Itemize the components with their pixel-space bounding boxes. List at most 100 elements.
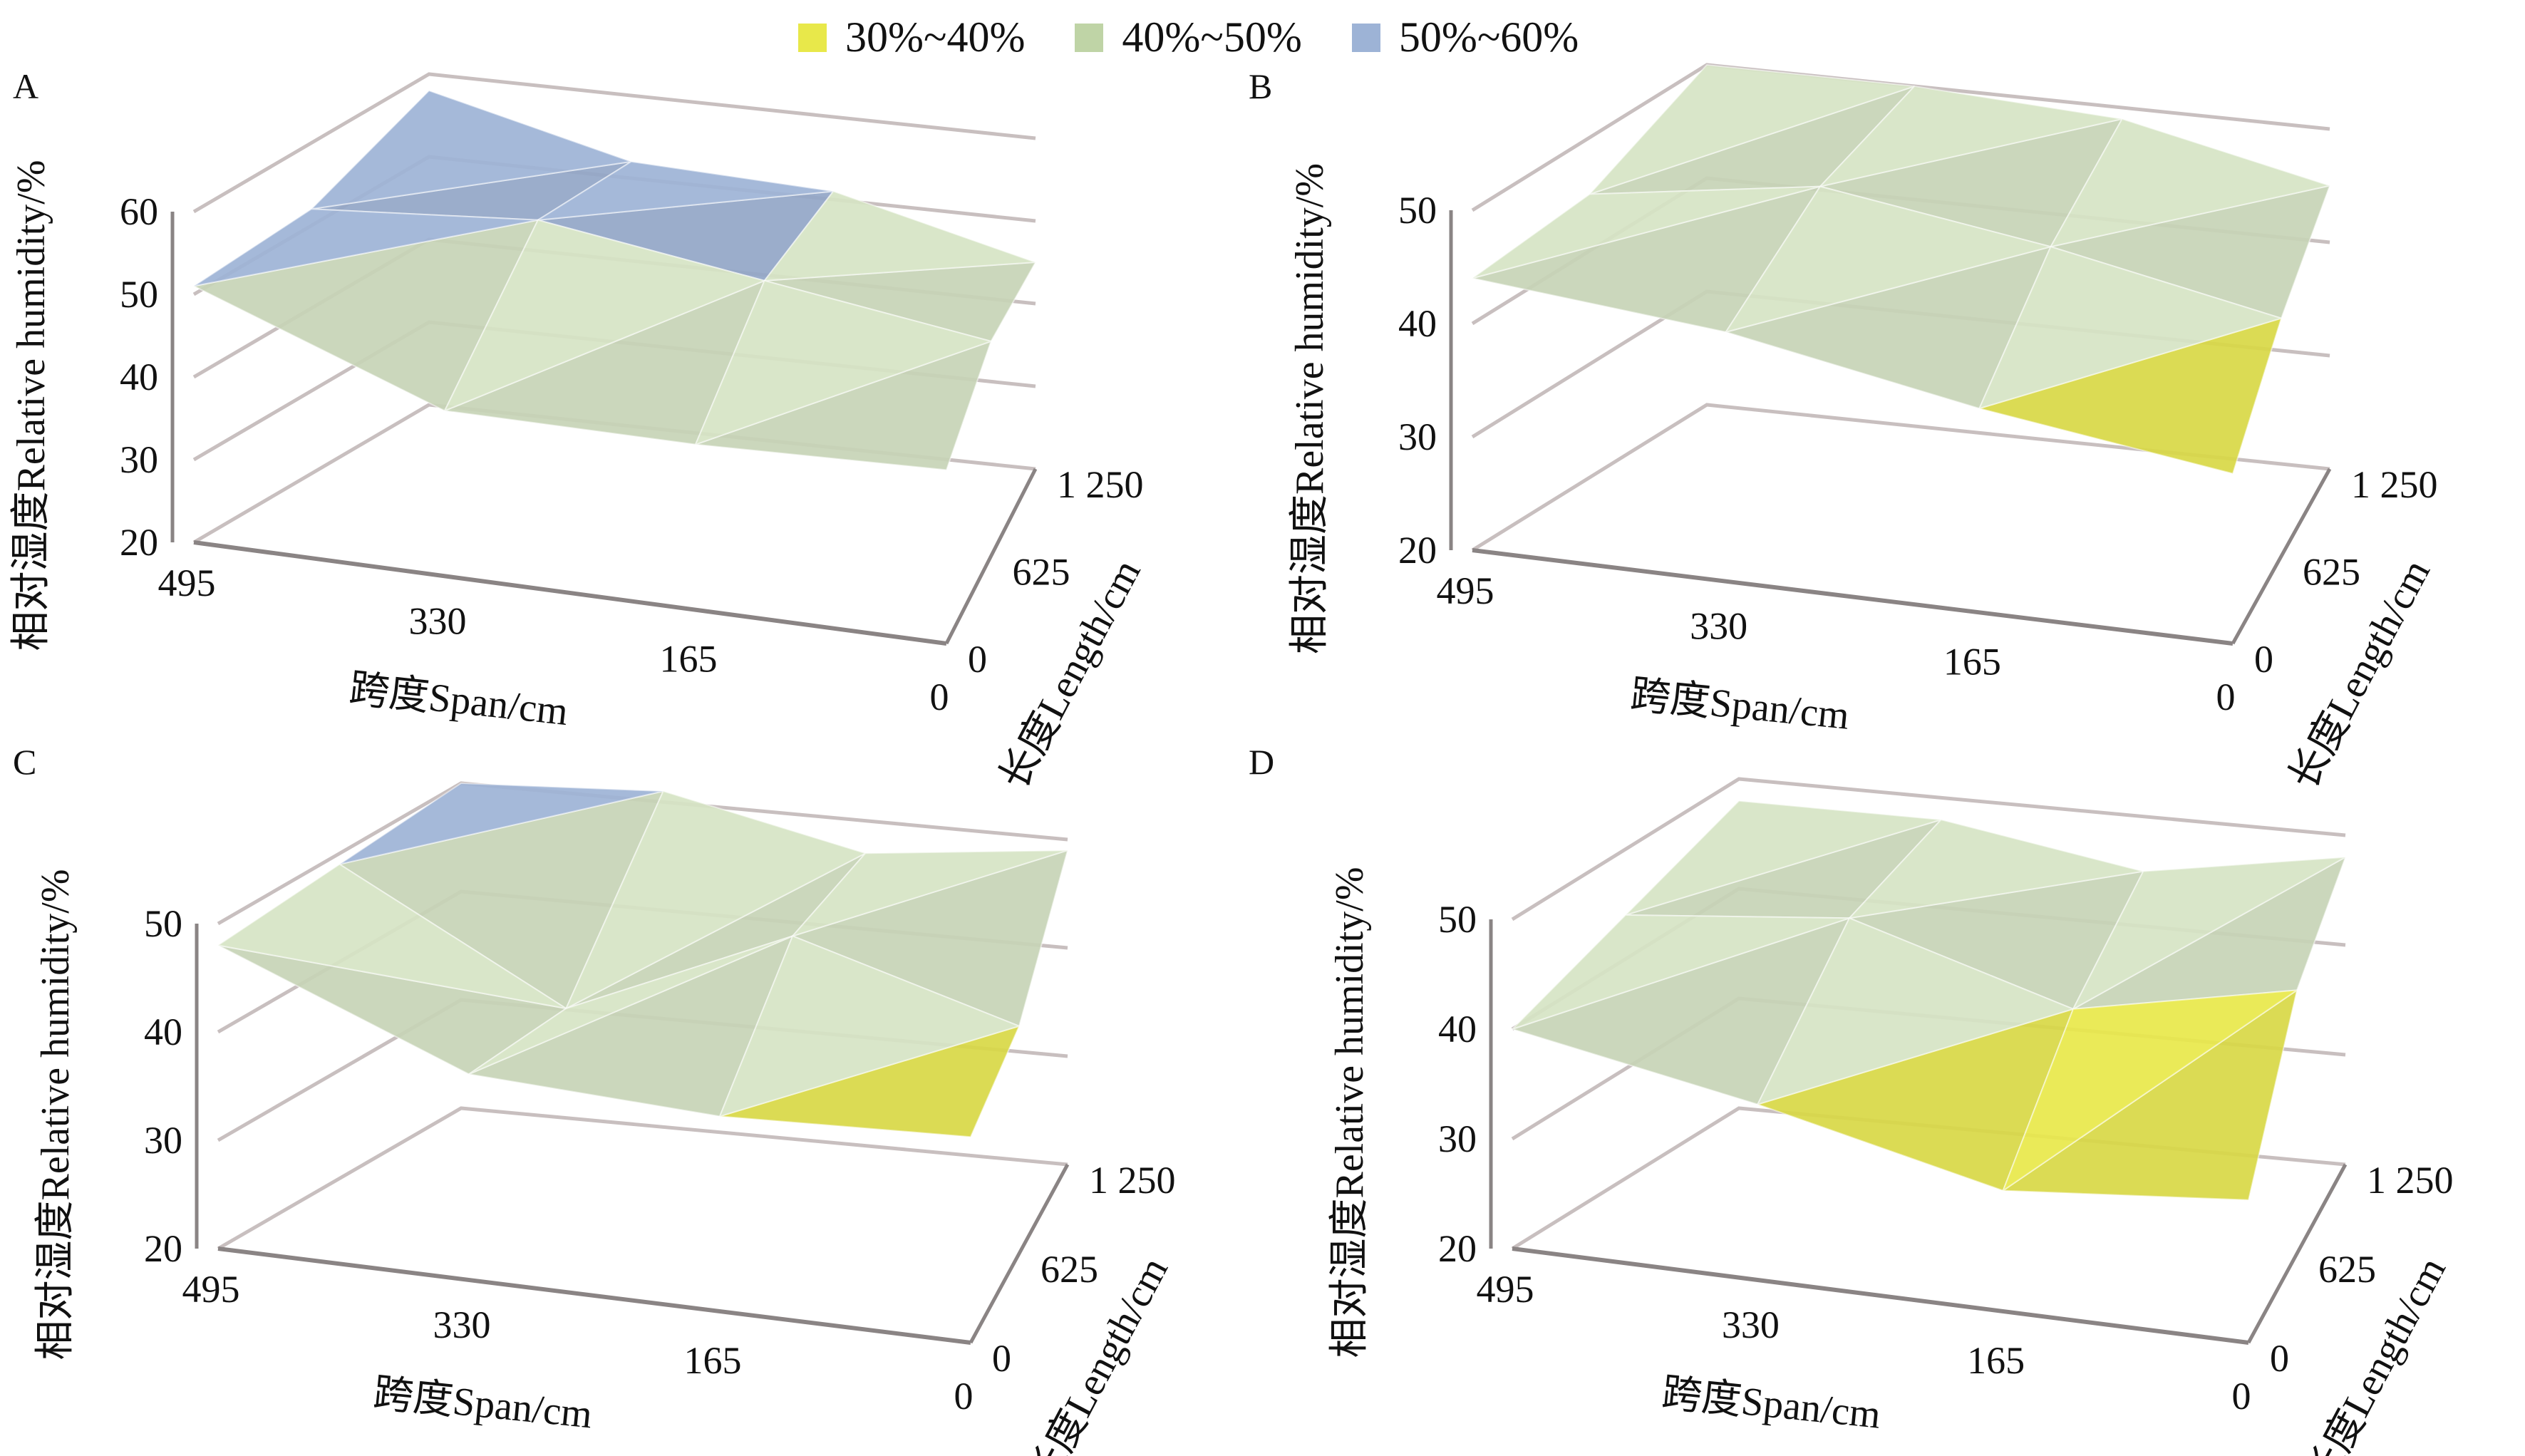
- surface-facet: [1978, 245, 2284, 410]
- z-axis-title: 相对湿度Relative humidity/%: [1328, 867, 1372, 1358]
- z-tick-label: 50: [144, 902, 182, 945]
- span-tick-label: 495: [158, 562, 216, 604]
- length-tick-label: 0: [968, 638, 987, 681]
- surface-facet: [718, 935, 1022, 1117]
- span-axis-title: 跨度Span/cm: [347, 667, 570, 735]
- surface-facet: [1818, 85, 2122, 188]
- z-axis-title: 相对湿度Relative humidity/%: [1288, 163, 1332, 654]
- length-tick-label: 0: [992, 1337, 1011, 1380]
- z-tick-label: 30: [1438, 1117, 1477, 1160]
- legend-label: 40%~50%: [1122, 14, 1302, 61]
- span-tick-label: 0: [930, 676, 949, 718]
- length-tick-label: 625: [1013, 551, 1070, 594]
- panel-label-c: C: [13, 742, 37, 782]
- length-axis: [2231, 468, 2332, 645]
- span-axis-title: 跨度Span/cm: [371, 1371, 594, 1437]
- span-tick-label: 330: [409, 599, 467, 642]
- z-tick-label: 20: [120, 521, 158, 564]
- surface-facet: [763, 190, 1036, 282]
- z-tick-label: 40: [144, 1011, 182, 1053]
- z-tick-label: 50: [1438, 898, 1477, 941]
- legend-item-40-50: 40%~50%: [1075, 13, 1302, 62]
- legend-swatch: [1075, 23, 1104, 52]
- legend-item-50-60: 50%~60%: [1351, 13, 1579, 62]
- legend-label: 50%~60%: [1398, 14, 1579, 61]
- span-tick-label: 495: [182, 1268, 240, 1311]
- z-tick-label: 40: [120, 356, 158, 398]
- surface-facet: [2049, 118, 2333, 248]
- gridline: [217, 1106, 1068, 1251]
- surface-facet: [1847, 819, 2144, 919]
- span-tick-label: 495: [1477, 1268, 1534, 1311]
- z-axis-title: 相对湿度Relative humidity/%: [9, 160, 53, 651]
- gridline: [1511, 777, 2346, 921]
- legend-label: 30%~40%: [845, 14, 1026, 61]
- surface-facet: [537, 160, 834, 221]
- z-axis-title: 相对湿度Relative humidity/%: [33, 869, 78, 1360]
- legend: 30%~40% 40%~50% 50%~60%: [798, 13, 1579, 62]
- surface-facet: [193, 208, 539, 287]
- z-tick-label: 50: [120, 273, 158, 316]
- z-tick-label: 40: [1398, 302, 1437, 345]
- span-tick-label: 165: [1967, 1339, 2025, 1382]
- surface-facet: [216, 863, 567, 1010]
- length-tick-label: 0: [2270, 1337, 2289, 1380]
- span-axis-title: 跨度Span/cm: [1628, 673, 1852, 738]
- surface-facet: [1587, 63, 1915, 196]
- length-tick-label: 1 250: [1089, 1159, 1176, 1202]
- length-axis: [2246, 1163, 2348, 1344]
- z-tick-label: 40: [1438, 1008, 1477, 1050]
- surface-facet: [1625, 800, 1941, 916]
- legend-item-30-40: 30%~40%: [798, 13, 1025, 62]
- surface-facet: [2071, 856, 2346, 1011]
- legend-swatch: [798, 23, 827, 52]
- z-tick-label: 60: [120, 190, 158, 233]
- surface-facet: [564, 790, 867, 1011]
- span-axis: [217, 1246, 971, 1345]
- z-tick-label: 20: [1438, 1227, 1477, 1270]
- length-tick-label: 1 250: [2367, 1159, 2454, 1202]
- surface-facet: [1472, 185, 1821, 279]
- surface-facet: [1756, 917, 2075, 1106]
- span-tick-label: 165: [1943, 640, 2001, 683]
- surface-facet: [339, 782, 663, 865]
- length-axis: [944, 468, 1038, 645]
- length-tick-label: 625: [2318, 1248, 2376, 1291]
- span-tick-label: 165: [660, 638, 718, 681]
- span-tick-label: 0: [2216, 676, 2236, 718]
- z-tick-label: 30: [120, 438, 158, 481]
- length-tick-label: 0: [2254, 638, 2273, 681]
- z-tick-label: 30: [144, 1119, 182, 1162]
- span-tick-label: 330: [1722, 1303, 1780, 1346]
- span-tick-label: 330: [1690, 605, 1747, 648]
- span-axis: [1472, 548, 2234, 646]
- span-axis: [193, 540, 947, 646]
- span-tick-label: 330: [433, 1303, 491, 1346]
- panel-label-d: D: [1249, 742, 1275, 782]
- surface-facet: [2001, 989, 2300, 1193]
- span-tick-label: 0: [954, 1375, 974, 1418]
- z-tick-label: 50: [1398, 189, 1437, 232]
- span-axis: [1512, 1246, 2249, 1345]
- surface-facet: [1724, 185, 2054, 334]
- surface-facet: [468, 935, 793, 1075]
- span-tick-label: 165: [684, 1339, 742, 1382]
- surface-facet: [309, 90, 631, 210]
- span-tick-label: 0: [2232, 1375, 2251, 1418]
- span-tick-label: 495: [1437, 569, 1494, 612]
- z-tick-label: 20: [144, 1227, 182, 1270]
- surface-facet: [790, 850, 1068, 938]
- z-tick-label: 30: [1398, 415, 1437, 458]
- length-tick-label: 625: [2303, 551, 2360, 594]
- span-axis-title: 跨度Span/cm: [1660, 1371, 1883, 1437]
- surface-facet: [443, 219, 767, 413]
- length-tick-label: 625: [1041, 1248, 1098, 1291]
- surface-facet: [694, 279, 993, 446]
- z-tick-label: 20: [1398, 529, 1437, 572]
